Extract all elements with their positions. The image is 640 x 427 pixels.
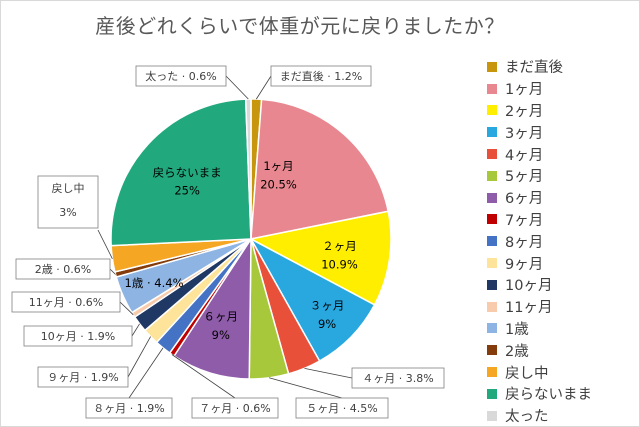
data-label-0: まだ直後 · 1.2% [280, 69, 362, 83]
legend-swatch [487, 149, 497, 160]
data-label-16: 太った · 0.6% [145, 70, 216, 83]
legend-item: 3ヶ月 [487, 121, 637, 143]
data-label-10: 10ヶ月 · 1.9% [41, 330, 115, 343]
legend-swatch [487, 170, 497, 181]
leader-line-5 [268, 377, 343, 399]
legend-swatch [487, 367, 497, 378]
leader-line-0 [255, 75, 272, 100]
callout-box-7 [191, 397, 279, 419]
legend-item: 戻し中 [487, 361, 637, 383]
data-label-13: 2歳 · 0.6% [35, 263, 91, 276]
legend-item: 8ヶ月 [487, 230, 637, 252]
data-label-15: 戻らないまま 25% [153, 165, 222, 197]
legend-item: 6ヶ月 [487, 187, 637, 209]
data-label-6: ６ヶ月 9% [204, 310, 239, 342]
legend-item: 1歳 [487, 318, 637, 340]
callout-box-13 [15, 258, 111, 280]
legend-swatch [487, 258, 497, 269]
legend-label: 11ヶ月 [505, 300, 553, 317]
legend-swatch [487, 279, 497, 290]
legend-label: 8ヶ月 [505, 234, 544, 251]
data-label-7: ７ヶ月 · 0.6% [199, 402, 270, 415]
legend-swatch [487, 388, 497, 399]
callout-box-9 [37, 366, 129, 388]
legend-label: 3ヶ月 [505, 125, 544, 142]
pie-slice-3 [249, 237, 376, 363]
legend-swatch [487, 301, 497, 312]
legend-item: 7ヶ月 [487, 209, 637, 231]
leader-line-9 [127, 336, 151, 378]
callout-box-11 [11, 291, 121, 313]
legend-item: 2歳 [487, 339, 637, 361]
leader-line-10 [131, 323, 140, 337]
data-label-11: 11ヶ月 · 0.6% [29, 296, 103, 309]
legend-item: まだ直後 [487, 56, 637, 78]
legend-swatch [487, 83, 497, 94]
legend-label: 2歳 [505, 343, 529, 360]
legend-label: 1歳 [505, 321, 529, 338]
data-label-14: 戻し中 3% [52, 182, 85, 219]
legend-item: 10ヶ月 [487, 274, 637, 296]
legend-label: 6ヶ月 [505, 191, 544, 208]
legend-item: 4ヶ月 [487, 143, 637, 165]
legend-label: まだ直後 [505, 60, 563, 77]
leader-line-13 [109, 268, 116, 275]
legend-swatch [487, 61, 497, 72]
callout-box-0 [270, 65, 372, 87]
chart-title: 産後どれくらいで体重が元に戻りましたか？ [95, 14, 505, 38]
legend-item: 11ヶ月 [487, 296, 637, 318]
legend-swatch [487, 236, 497, 247]
callout-box-5 [295, 397, 389, 419]
callout-box-8 [85, 397, 173, 419]
pie-slice-2 [248, 210, 392, 306]
legend-swatch [487, 127, 497, 138]
legend-label: 太った [505, 409, 549, 426]
data-label-4: ４ヶ月 · 3.8% [362, 372, 433, 385]
leader-line-16 [225, 75, 249, 100]
legend-item: 9ヶ月 [487, 252, 637, 274]
leader-line-11 [119, 301, 134, 316]
legend-label: 1ヶ月 [505, 82, 544, 99]
callout-box-4 [351, 367, 445, 389]
legend-item: 戻らないまま [487, 383, 637, 405]
data-label-9: ９ヶ月 · 1.9% [47, 371, 118, 384]
data-label-12: 1歳 · 4.4% [125, 276, 184, 290]
callout-box-14 [37, 175, 99, 229]
leader-line-7 [171, 354, 236, 399]
leader-line-8 [128, 347, 164, 399]
data-label-8: ８ヶ月 · 1.9% [93, 402, 164, 415]
pie-slice-15 [110, 98, 252, 247]
legend-item: 1ヶ月 [487, 78, 637, 100]
legend-label: 戻し中 [505, 365, 549, 382]
data-label-3: ３ヶ月 9% [310, 298, 345, 330]
legend-swatch [487, 345, 497, 356]
legend-label: 5ヶ月 [505, 169, 544, 186]
leader-line-4 [304, 368, 353, 379]
pie-slice-1 [250, 98, 390, 240]
legend-label: 10ヶ月 [505, 278, 553, 295]
legend-label: 2ヶ月 [505, 103, 544, 120]
leader-line-14 [97, 229, 113, 259]
data-label-1: 1ヶ月 20.5% [260, 159, 297, 191]
pie-slice-16 [244, 98, 252, 240]
data-label-5: ５ヶ月 · 4.5% [306, 402, 377, 415]
legend-label: 4ヶ月 [505, 147, 544, 164]
callout-box-16 [135, 65, 227, 87]
chart-legend: まだ直後 1ヶ月 2ヶ月 3ヶ月 4ヶ月 5ヶ月 6ヶ月 7ヶ月 8ヶ月 9ヶ月 10ヶ月 11ヶ月 1… [487, 56, 637, 427]
legend-item: 太った [487, 405, 637, 427]
legend-label: 9ヶ月 [505, 256, 544, 273]
legend-swatch [487, 105, 497, 116]
legend-swatch [487, 323, 497, 334]
legend-swatch [487, 192, 497, 203]
legend-label: 7ヶ月 [505, 212, 544, 229]
legend-swatch [487, 214, 497, 225]
data-label-2: ２ヶ月 10.9% [321, 239, 358, 271]
legend-item: 2ヶ月 [487, 100, 637, 122]
legend-label: 戻らないまま [505, 387, 592, 404]
legend-swatch [487, 410, 497, 421]
legend-item: 5ヶ月 [487, 165, 637, 187]
callout-box-10 [23, 325, 133, 347]
